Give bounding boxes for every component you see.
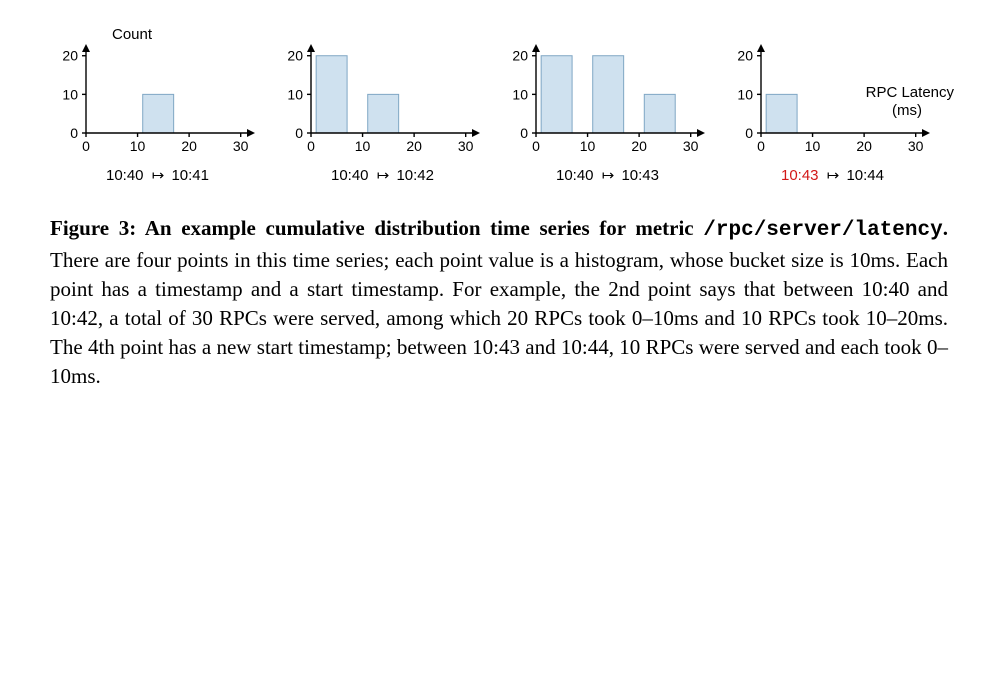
maps-to-icon: ↦ <box>823 166 843 184</box>
histogram-1: 0 10 20 0 10 20 30 <box>50 40 265 155</box>
histogram-bar <box>593 56 624 133</box>
time-range-row: 10:40 ↦ 10:41 10:40 ↦ 10:42 10:40 ↦ 10:4… <box>50 166 948 184</box>
histogram-bar <box>766 94 797 133</box>
time-range-1: 10:40 ↦ 10:41 <box>50 166 265 184</box>
range-end: 10:41 <box>171 167 209 184</box>
range-end: 10:43 <box>621 167 659 184</box>
y-tick-label: 10 <box>287 86 303 102</box>
y-tick-label: 10 <box>512 86 528 102</box>
x-tick-label: 20 <box>856 138 872 154</box>
y-tick-label: 10 <box>62 86 78 102</box>
time-range-4: 10:43 ↦ 10:44 <box>725 166 940 184</box>
chart-panel-4: 0 10 20 0 10 20 30 <box>725 40 940 160</box>
chart-panel-2: 0 10 20 0 10 20 30 <box>275 40 490 160</box>
y-tick-label: 20 <box>287 48 303 64</box>
x-tick-label: 20 <box>406 138 422 154</box>
y-tick-label: 20 <box>512 48 528 64</box>
figure-caption: Figure 3: An example cumulative distribu… <box>50 214 948 391</box>
histogram-2: 0 10 20 0 10 20 30 <box>275 40 490 155</box>
x-tick-label: 20 <box>181 138 197 154</box>
histogram-bar <box>644 94 675 133</box>
y-tick-label: 0 <box>520 125 528 141</box>
y-tick-label: 0 <box>745 125 753 141</box>
x-tick-label: 10 <box>130 138 146 154</box>
chart-panel-1: 0 10 20 0 10 20 30 <box>50 40 265 160</box>
range-end: 10:44 <box>846 167 884 184</box>
range-end: 10:42 <box>396 167 434 184</box>
y-tick-label: 20 <box>62 48 78 64</box>
histogram-3: 0 10 20 0 10 20 30 <box>500 40 715 155</box>
x-tick-label: 20 <box>631 138 647 154</box>
x-tick-label: 0 <box>307 138 315 154</box>
x-tick-label: 30 <box>458 138 474 154</box>
figure-label: Figure 3: <box>50 216 136 240</box>
maps-to-icon: ↦ <box>148 166 168 184</box>
x-tick-label: 10 <box>805 138 821 154</box>
histogram-4: 0 10 20 0 10 20 30 <box>725 40 940 155</box>
histogram-bar <box>368 94 399 133</box>
time-range-2: 10:40 ↦ 10:42 <box>275 166 490 184</box>
y-tick-label: 20 <box>737 48 753 64</box>
histogram-bar <box>541 56 572 133</box>
x-tick-label: 30 <box>908 138 924 154</box>
maps-to-icon: ↦ <box>373 166 393 184</box>
histogram-bar <box>316 56 347 133</box>
charts-row: Count RPC Latency (ms) 010200102030 0102… <box>50 40 948 160</box>
x-tick-label: 0 <box>757 138 765 154</box>
range-start: 10:40 <box>106 167 144 184</box>
y-tick-label: 0 <box>70 125 78 141</box>
x-tick-label: 0 <box>82 138 90 154</box>
metric-path: /rpc/server/latency <box>703 219 942 242</box>
caption-bold: An example cumulative distribution time … <box>136 216 703 240</box>
time-range-3: 10:40 ↦ 10:43 <box>500 166 715 184</box>
range-start: 10:43 <box>781 167 819 184</box>
maps-to-icon: ↦ <box>598 166 618 184</box>
y-tick-label: 0 <box>295 125 303 141</box>
x-tick-label: 30 <box>233 138 249 154</box>
histogram-bar <box>143 94 174 133</box>
x-tick-label: 30 <box>683 138 699 154</box>
caption-bold-period: . <box>943 216 948 240</box>
x-tick-label: 10 <box>355 138 371 154</box>
range-start: 10:40 <box>556 167 594 184</box>
chart-panel-3: 0 10 20 0 10 20 30 <box>500 40 715 160</box>
x-tick-label: 0 <box>532 138 540 154</box>
caption-body: There are four points in this time serie… <box>50 248 948 388</box>
y-tick-label: 10 <box>737 86 753 102</box>
x-tick-label: 10 <box>580 138 596 154</box>
range-start: 10:40 <box>331 167 369 184</box>
